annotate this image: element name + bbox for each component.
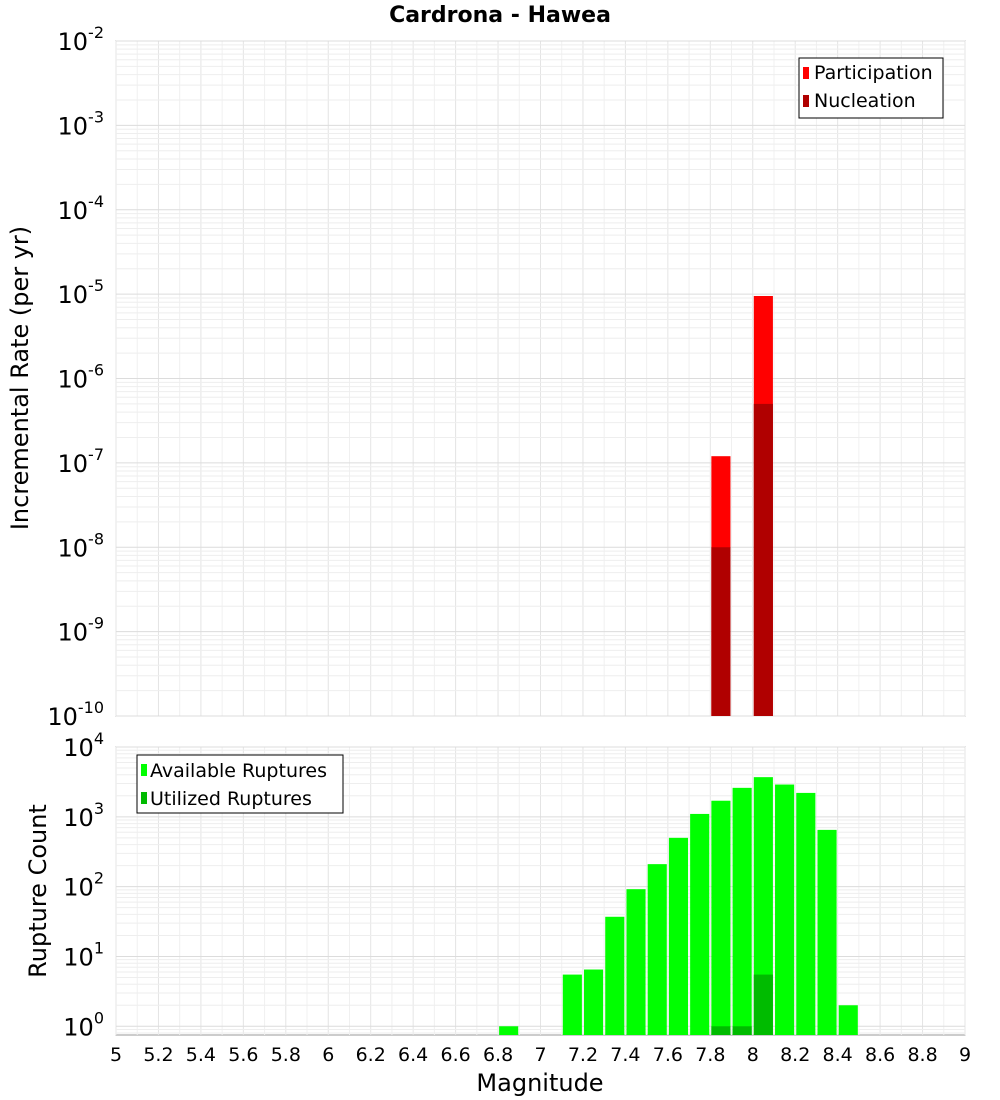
bottom-bar-a <box>732 787 752 1035</box>
x-tick-label: 5 <box>110 1044 122 1066</box>
legend-swatch-participation <box>803 67 809 79</box>
bottom-bar-a <box>775 784 795 1035</box>
top-y-tick-label: 10-8 <box>58 529 105 562</box>
x-tick-label: 5.8 <box>271 1044 301 1066</box>
x-tick-label: 8.8 <box>907 1044 937 1066</box>
x-tick-label: 6.6 <box>440 1044 470 1066</box>
bottom-bar-a <box>668 837 689 1035</box>
x-tick-label: 5.6 <box>228 1044 258 1066</box>
x-tick-label: 9 <box>959 1044 971 1066</box>
x-tick-label: 8.2 <box>780 1044 810 1066</box>
x-tick-label: 6 <box>322 1044 334 1066</box>
bottom-y-tick-labels: 100 101 102 103 104 <box>63 729 104 1041</box>
x-tick-label: 5.4 <box>186 1044 216 1066</box>
bottom-bar-a <box>796 792 816 1035</box>
bottom-y-tick-label: 101 <box>63 938 104 971</box>
x-tick-label: 7 <box>534 1044 546 1066</box>
top-y-axis-label: Incremental Rate (per yr) <box>6 226 34 530</box>
legend-label-available: Available Ruptures <box>150 760 327 782</box>
bottom-y-tick-label: 100 <box>63 1008 104 1041</box>
bottom-bar-a <box>605 916 625 1035</box>
bottom-bars <box>499 777 858 1035</box>
top-y-tick-label: 10-10 <box>47 698 104 731</box>
top-y-tick-labels: 10-10 10-9 10-8 10-7 10-6 10-5 10-4 10-3 10-2 <box>47 23 104 731</box>
bottom-y-tick-label: 104 <box>63 729 104 762</box>
top-bar-b <box>753 403 773 716</box>
x-tick-label: 6.2 <box>356 1044 386 1066</box>
top-y-tick-label: 10-5 <box>58 276 105 309</box>
top-y-tick-label: 10-6 <box>58 361 105 394</box>
x-tick-label: 7.2 <box>568 1044 598 1066</box>
bottom-bar-a <box>838 1005 858 1035</box>
bottom-bar-b <box>711 1026 731 1035</box>
bottom-bar-b <box>732 1026 752 1035</box>
bottom-bar-a <box>562 974 582 1035</box>
top-y-tick-label: 10-9 <box>58 614 105 647</box>
x-tick-label: 6.4 <box>398 1044 428 1066</box>
top-y-tick-label: 10-2 <box>58 23 105 56</box>
legend-swatch-available <box>141 764 147 776</box>
x-tick-labels: 5 5.2 5.4 5.6 5.8 6 6.2 6.4 6.6 6.8 7 7.2 7.4 7.6 7.8 8… <box>110 1044 971 1066</box>
bottom-bar-b <box>753 974 773 1035</box>
x-axis-label: Magnitude <box>476 1069 603 1097</box>
bottom-bar-a <box>647 864 667 1035</box>
x-tick-label: 7.8 <box>695 1044 725 1066</box>
bottom-bar-a <box>753 777 773 1035</box>
x-tick-label: 7.4 <box>610 1044 640 1066</box>
x-tick-label: 5.2 <box>143 1044 173 1066</box>
top-y-tick-label: 10-3 <box>58 107 105 140</box>
bottom-legend-box <box>136 754 344 814</box>
bottom-legend: Available Ruptures Utilized Ruptures <box>136 754 344 814</box>
top-bar-b <box>711 547 731 716</box>
legend-swatch-utilized <box>141 792 147 804</box>
bottom-bar-a <box>626 889 646 1035</box>
x-tick-label: 7.6 <box>653 1044 683 1066</box>
x-tick-label: 8 <box>747 1044 759 1066</box>
bottom-bar-a <box>584 969 604 1035</box>
legend-swatch-nucleation <box>803 95 809 107</box>
top-legend-box <box>798 57 944 119</box>
top-y-tick-label: 10-4 <box>58 192 105 225</box>
legend-label-utilized: Utilized Ruptures <box>150 788 312 810</box>
bottom-y-tick-label: 103 <box>63 799 104 832</box>
bottom-bar-a <box>817 829 837 1035</box>
top-y-tick-label: 10-7 <box>58 445 105 478</box>
x-tick-label: 8.6 <box>865 1044 895 1066</box>
top-grid <box>115 40 966 717</box>
legend-label-nucleation: Nucleation <box>814 90 916 112</box>
bottom-bar-a <box>499 1026 519 1035</box>
top-legend: Participation Nucleation <box>798 57 944 119</box>
bottom-y-tick-label: 102 <box>63 869 104 902</box>
bottom-bar-a <box>711 800 731 1035</box>
top-bars <box>711 296 773 716</box>
legend-label-participation: Participation <box>814 62 933 84</box>
bottom-y-axis-label: Rupture Count <box>24 804 52 978</box>
bottom-bar-a <box>690 813 710 1035</box>
x-tick-label: 8.4 <box>823 1044 853 1066</box>
x-tick-label: 6.8 <box>483 1044 513 1066</box>
chart-title: Cardrona - Hawea <box>389 3 611 28</box>
